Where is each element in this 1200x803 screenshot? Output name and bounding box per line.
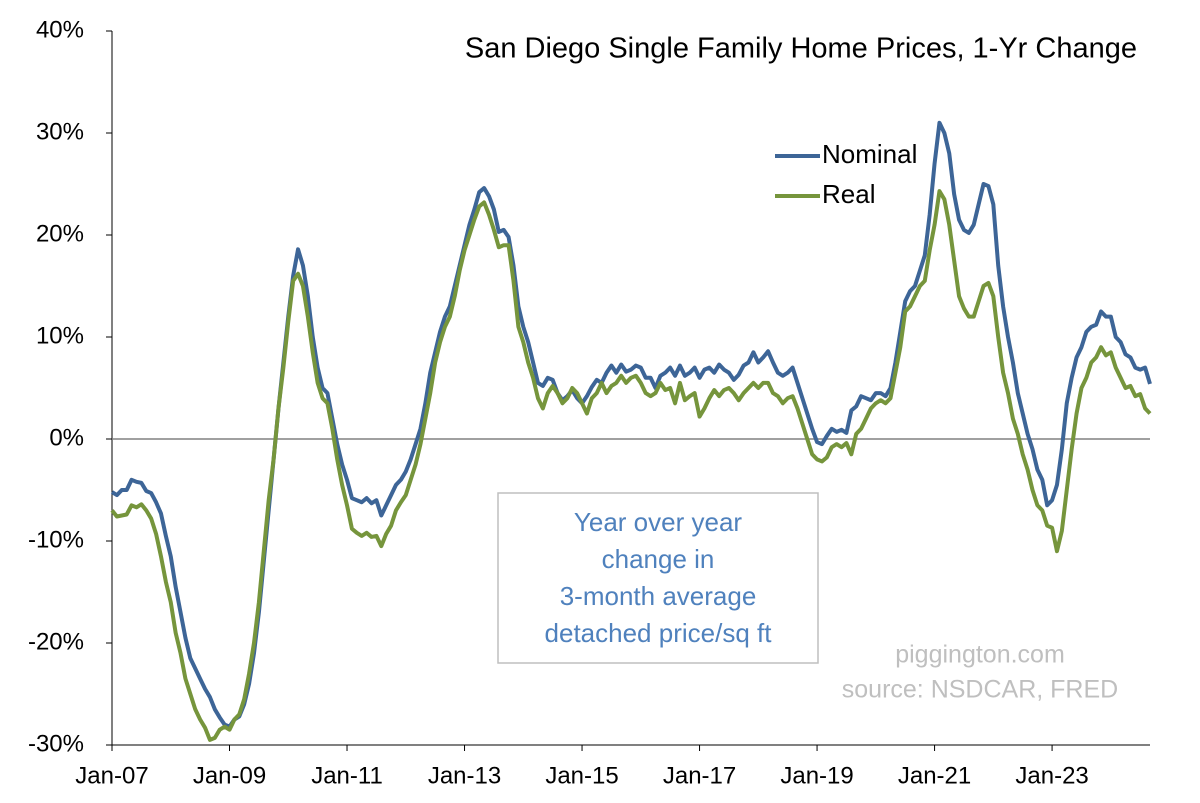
x-tick-label: Jan-11: [311, 762, 383, 789]
annotation-box: [497, 492, 819, 664]
annotation: Year over year: [574, 507, 742, 537]
x-tick-label: Jan-21: [898, 762, 971, 789]
legend-label: Real: [822, 179, 875, 209]
x-tick-label: Jan-09: [193, 762, 266, 789]
series-line: [110, 189, 1152, 742]
annotation: 3-month average: [560, 581, 757, 611]
y-tick-label: -20%: [28, 628, 84, 655]
chart-title: San Diego Single Family Home Prices, 1-Y…: [465, 33, 1137, 65]
y-tick-label: 40%: [36, 16, 84, 43]
x-tick-label: Jan-15: [545, 762, 618, 789]
x-tick-label: Jan-19: [780, 762, 853, 789]
x-tick-label: Jan-17: [663, 762, 736, 789]
annotation: change in: [602, 544, 715, 574]
legend-label: Nominal: [822, 139, 917, 169]
watermark: source: NSDCAR, FRED: [842, 676, 1118, 704]
y-tick-label: 10%: [36, 322, 84, 349]
x-tick-label: Jan-07: [75, 762, 148, 789]
y-tick-label: 20%: [36, 220, 84, 247]
x-tick-label: Jan-23: [1015, 762, 1088, 789]
y-tick-label: 30%: [36, 118, 84, 145]
y-tick-label: 0%: [49, 424, 84, 451]
annotation: detached price/sq ft: [545, 618, 773, 648]
y-tick-label: -30%: [28, 730, 84, 757]
y-tick-label: -10%: [28, 526, 84, 553]
x-tick-label: Jan-13: [428, 762, 501, 789]
watermark: piggington.com: [895, 641, 1065, 669]
